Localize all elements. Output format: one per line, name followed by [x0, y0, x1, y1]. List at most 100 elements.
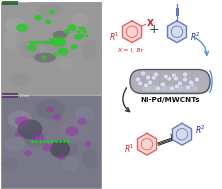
Ellipse shape — [83, 149, 97, 169]
Circle shape — [147, 80, 153, 85]
Circle shape — [161, 82, 165, 87]
Ellipse shape — [9, 74, 31, 85]
Ellipse shape — [49, 9, 55, 14]
Ellipse shape — [57, 48, 69, 56]
Ellipse shape — [38, 4, 63, 16]
Ellipse shape — [52, 142, 77, 157]
Ellipse shape — [74, 34, 82, 40]
Ellipse shape — [42, 56, 46, 60]
Ellipse shape — [14, 132, 22, 137]
Ellipse shape — [15, 116, 29, 126]
Circle shape — [137, 81, 143, 86]
Ellipse shape — [64, 29, 70, 34]
Ellipse shape — [50, 140, 70, 158]
Circle shape — [182, 77, 188, 82]
Ellipse shape — [77, 30, 81, 33]
Text: X = I, Br: X = I, Br — [117, 48, 143, 53]
Ellipse shape — [16, 24, 28, 32]
FancyArrowPatch shape — [123, 88, 130, 112]
Circle shape — [188, 80, 194, 85]
Ellipse shape — [85, 141, 91, 147]
Ellipse shape — [24, 150, 32, 156]
FancyBboxPatch shape — [2, 93, 18, 98]
Circle shape — [182, 72, 188, 77]
Text: $R^1$: $R^1$ — [109, 30, 120, 43]
Ellipse shape — [5, 137, 25, 152]
Ellipse shape — [55, 25, 85, 45]
Ellipse shape — [5, 17, 25, 32]
Ellipse shape — [45, 19, 51, 24]
Ellipse shape — [34, 15, 42, 21]
Polygon shape — [172, 123, 192, 145]
Circle shape — [141, 71, 145, 76]
Ellipse shape — [71, 13, 89, 27]
Text: +: + — [149, 23, 159, 36]
Ellipse shape — [79, 26, 81, 29]
Ellipse shape — [77, 118, 87, 125]
Ellipse shape — [50, 37, 66, 47]
Ellipse shape — [79, 34, 85, 38]
Ellipse shape — [52, 31, 67, 39]
Circle shape — [194, 77, 200, 82]
FancyArrowPatch shape — [194, 37, 208, 55]
Ellipse shape — [35, 153, 55, 165]
Ellipse shape — [24, 131, 46, 147]
Circle shape — [166, 76, 172, 81]
Ellipse shape — [42, 143, 52, 151]
Circle shape — [135, 77, 141, 82]
FancyBboxPatch shape — [142, 85, 198, 91]
Circle shape — [178, 81, 182, 86]
FancyBboxPatch shape — [1, 2, 101, 94]
Ellipse shape — [18, 119, 42, 139]
FancyBboxPatch shape — [130, 70, 210, 93]
Text: $R^2$: $R^2$ — [190, 30, 201, 43]
Ellipse shape — [32, 133, 44, 142]
Ellipse shape — [52, 114, 61, 121]
Text: 20 nm: 20 nm — [20, 94, 29, 98]
Ellipse shape — [81, 27, 85, 31]
Ellipse shape — [30, 62, 50, 77]
Ellipse shape — [61, 118, 89, 140]
Ellipse shape — [46, 106, 54, 112]
Ellipse shape — [8, 110, 32, 128]
Text: X: X — [147, 19, 154, 28]
Circle shape — [190, 82, 194, 87]
Polygon shape — [123, 21, 142, 43]
Ellipse shape — [56, 58, 74, 71]
Ellipse shape — [2, 30, 18, 50]
Circle shape — [170, 86, 174, 91]
Circle shape — [159, 82, 165, 87]
Ellipse shape — [58, 154, 66, 160]
Circle shape — [186, 85, 190, 90]
Ellipse shape — [35, 99, 65, 119]
Circle shape — [163, 74, 168, 79]
Ellipse shape — [61, 157, 79, 171]
Ellipse shape — [65, 126, 79, 136]
Circle shape — [143, 83, 149, 88]
Text: 20 nm: 20 nm — [20, 0, 29, 4]
Polygon shape — [167, 21, 186, 43]
Ellipse shape — [75, 106, 95, 122]
FancyBboxPatch shape — [1, 95, 101, 188]
Ellipse shape — [34, 53, 56, 63]
Polygon shape — [137, 133, 157, 155]
Ellipse shape — [20, 41, 40, 59]
Circle shape — [174, 76, 178, 81]
Circle shape — [155, 86, 161, 91]
Ellipse shape — [83, 30, 87, 33]
Ellipse shape — [28, 44, 36, 51]
Ellipse shape — [67, 24, 77, 31]
Ellipse shape — [52, 53, 57, 57]
FancyBboxPatch shape — [2, 0, 18, 5]
Ellipse shape — [71, 44, 77, 49]
Circle shape — [153, 72, 159, 77]
Ellipse shape — [85, 34, 89, 37]
Text: Ni-Pd/MWCNTs: Ni-Pd/MWCNTs — [140, 97, 200, 103]
Ellipse shape — [1, 157, 19, 171]
Circle shape — [174, 84, 180, 89]
Circle shape — [151, 75, 157, 80]
Ellipse shape — [83, 40, 97, 60]
FancyBboxPatch shape — [131, 70, 211, 94]
Text: $R^2$: $R^2$ — [195, 124, 206, 136]
Ellipse shape — [44, 37, 66, 53]
